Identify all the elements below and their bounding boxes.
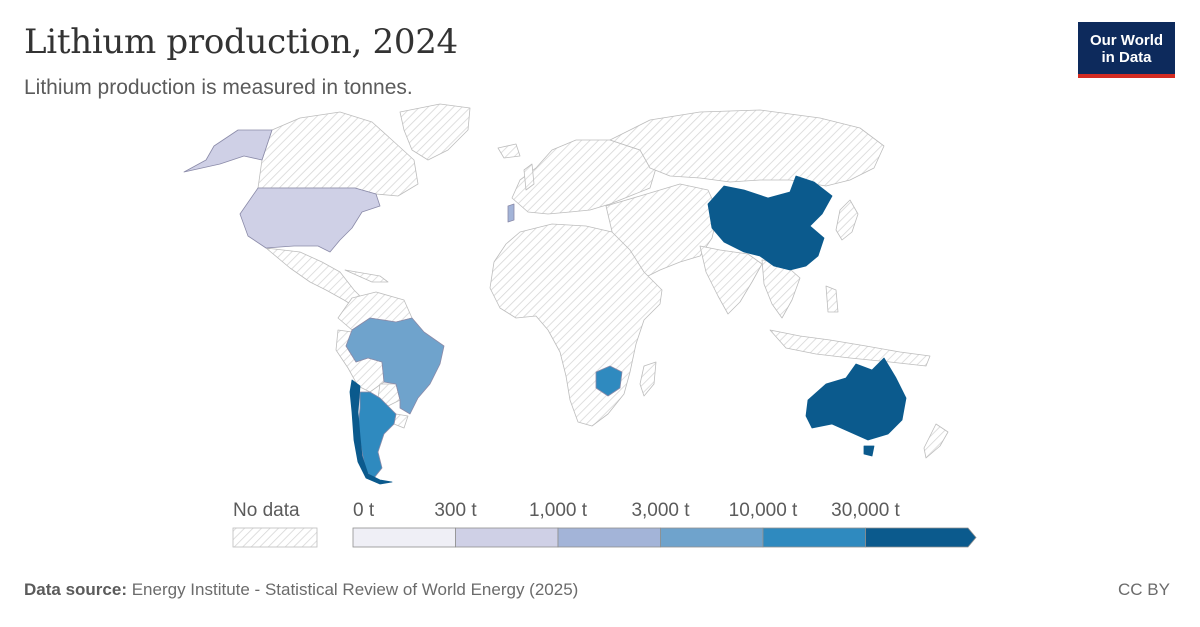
owid-logo[interactable]: Our World in Data — [1078, 22, 1175, 78]
legend: No data 0 t 300 t 1,000 t 3,000 t 10,000 t 30… — [232, 500, 977, 548]
country-brazil[interactable] — [345, 317, 445, 415]
caribbean-islands[interactable] — [344, 269, 389, 283]
legend-swatch-2 — [557, 527, 661, 548]
country-australia-tasmania[interactable] — [863, 445, 875, 457]
legend-tick-label-0: 0 t — [353, 500, 375, 521]
license-label[interactable]: CC BY — [1118, 580, 1170, 599]
country-portugal[interactable] — [507, 203, 515, 223]
legend-tick-label-3: 3,000 t — [631, 500, 690, 521]
country-russia[interactable] — [609, 109, 885, 187]
country-chile[interactable] — [349, 379, 393, 485]
country-canada[interactable] — [257, 111, 419, 197]
legend-tick-label-1: 300 t — [434, 500, 477, 521]
region-south-asia[interactable] — [699, 245, 763, 315]
country-united-states-alaska[interactable] — [183, 129, 273, 173]
country-greenland[interactable] — [399, 103, 471, 161]
country-japan[interactable] — [835, 199, 859, 241]
data-source-text[interactable]: Energy Institute - Statistical Review of… — [131, 580, 579, 599]
country-zimbabwe[interactable] — [595, 365, 623, 397]
data-source: Data source: Energy Institute - Statisti… — [24, 580, 578, 600]
country-uruguay[interactable] — [393, 413, 409, 429]
legend-swatch-1 — [455, 527, 559, 548]
legend-no-data-label: No data — [233, 500, 300, 521]
legend-tick-label-4: 10,000 t — [729, 500, 798, 521]
country-australia[interactable] — [805, 357, 907, 441]
logo-line-1: Our World — [1089, 32, 1164, 49]
chart-title: Lithium production, 2024 — [24, 22, 458, 62]
legend-tick-label-2: 1,000 t — [529, 500, 588, 521]
country-china[interactable] — [707, 175, 833, 271]
country-new-zealand[interactable] — [923, 423, 949, 459]
legend-swatch-5 — [865, 527, 977, 548]
legend-no-data-swatch — [232, 527, 318, 548]
region-europe[interactable] — [511, 139, 657, 215]
data-source-label: Data source: — [24, 580, 127, 599]
country-madagascar[interactable] — [639, 361, 657, 397]
legend-swatch-3 — [660, 527, 764, 548]
country-united-states[interactable] — [239, 187, 381, 253]
legend-tick-label-5: 30,000 t — [831, 500, 900, 521]
country-paraguay[interactable] — [377, 383, 401, 407]
country-uk[interactable] — [523, 163, 535, 191]
legend-swatch-4 — [762, 527, 866, 548]
region-indonesia[interactable] — [769, 329, 931, 367]
chart-subtitle: Lithium production is measured in tonnes… — [24, 76, 413, 99]
country-iceland[interactable] — [497, 143, 521, 159]
legend-swatch-0 — [352, 527, 456, 548]
country-philippines[interactable] — [825, 285, 839, 313]
logo-line-2: in Data — [1101, 49, 1152, 66]
